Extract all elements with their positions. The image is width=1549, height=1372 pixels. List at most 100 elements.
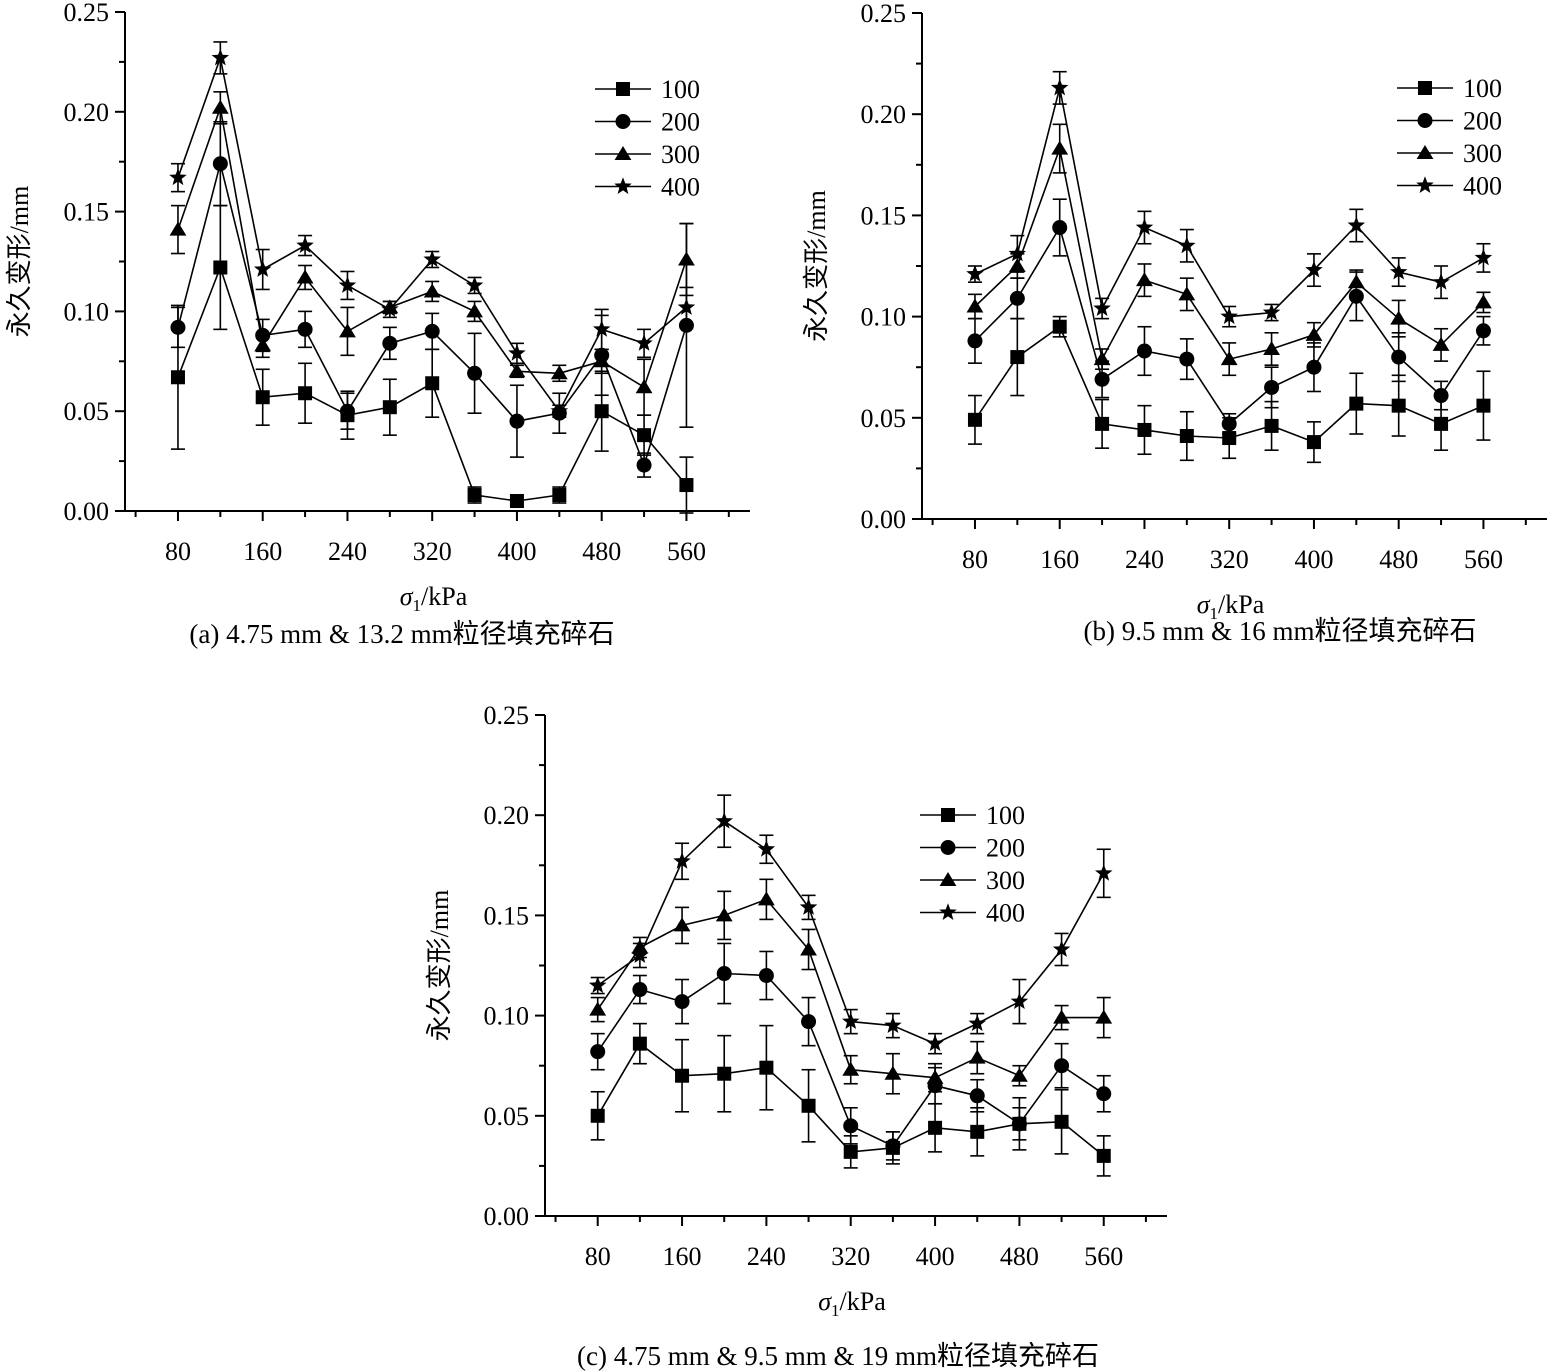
data-point-300 bbox=[678, 251, 695, 266]
data-point-200 bbox=[339, 403, 355, 419]
x-tick-label: 400 bbox=[916, 1242, 955, 1271]
data-point-400 bbox=[1432, 272, 1450, 290]
data-point-400 bbox=[1052, 940, 1071, 957]
data-point-400 bbox=[631, 946, 649, 963]
data-point-300 bbox=[169, 221, 187, 236]
legend-label-200: 200 bbox=[1463, 107, 1502, 136]
data-point-100 bbox=[1391, 398, 1406, 413]
data-point-200 bbox=[885, 1138, 901, 1154]
data-point-100 bbox=[928, 1120, 943, 1135]
data-point-400 bbox=[253, 260, 272, 277]
data-point-400 bbox=[588, 976, 607, 993]
legend-label-300: 300 bbox=[986, 866, 1025, 895]
data-point-300 bbox=[211, 99, 229, 114]
data-point-400 bbox=[592, 320, 611, 337]
data-point-300 bbox=[715, 907, 733, 922]
data-point-100 bbox=[637, 428, 652, 443]
x-tick-label: 320 bbox=[1210, 545, 1249, 574]
x-axis-title: σ1/kPa bbox=[818, 1287, 886, 1320]
data-point-300 bbox=[1093, 351, 1111, 366]
data-point-200 bbox=[632, 982, 648, 998]
legend-marker-300 bbox=[1416, 145, 1434, 159]
data-point-400 bbox=[635, 334, 653, 351]
series-line-300 bbox=[597, 898, 1104, 1079]
y-tick-label: 0.05 bbox=[861, 404, 907, 433]
data-point-100 bbox=[213, 260, 228, 275]
data-point-300 bbox=[968, 1049, 986, 1064]
data-point-100 bbox=[1010, 350, 1025, 365]
data-point-200 bbox=[1009, 290, 1025, 306]
data-point-100 bbox=[675, 1068, 690, 1083]
data-point-200 bbox=[212, 156, 228, 172]
legend-marker-100 bbox=[1418, 81, 1432, 95]
data-point-300 bbox=[550, 365, 568, 380]
data-point-400 bbox=[1050, 78, 1069, 96]
legend-label-200: 200 bbox=[986, 834, 1025, 863]
data-point-100 bbox=[970, 1124, 985, 1139]
data-point-200 bbox=[467, 365, 483, 381]
data-point-400 bbox=[1220, 307, 1238, 325]
legend-marker-200 bbox=[940, 840, 956, 855]
x-axis-title: σ1/kPa bbox=[1197, 590, 1265, 623]
x-tick-label: 320 bbox=[831, 1242, 870, 1271]
data-point-200 bbox=[674, 994, 690, 1010]
data-point-300 bbox=[800, 941, 817, 956]
data-point-200 bbox=[1348, 288, 1364, 304]
x-tick-label: 560 bbox=[1084, 1242, 1123, 1271]
data-point-400 bbox=[423, 250, 441, 267]
x-tick-label: 560 bbox=[1464, 545, 1503, 574]
data-point-300 bbox=[966, 298, 984, 313]
data-point-100 bbox=[255, 390, 270, 405]
data-point-300 bbox=[757, 891, 775, 906]
y-tick-label: 0.25 bbox=[64, 0, 110, 27]
data-point-100 bbox=[632, 1036, 647, 1051]
data-point-200 bbox=[170, 319, 186, 335]
data-point-300 bbox=[1053, 1009, 1070, 1024]
data-point-100 bbox=[552, 488, 567, 503]
data-point-200 bbox=[967, 333, 983, 349]
data-point-100 bbox=[1306, 435, 1321, 450]
legend-marker-400 bbox=[614, 177, 632, 194]
data-point-200 bbox=[297, 321, 313, 337]
data-point-200 bbox=[382, 335, 398, 351]
data-point-300 bbox=[1136, 272, 1153, 287]
data-point-100 bbox=[170, 370, 185, 385]
data-point-200 bbox=[509, 413, 525, 429]
data-point-100 bbox=[509, 494, 524, 509]
data-point-300 bbox=[926, 1069, 944, 1084]
y-tick-label: 0.20 bbox=[484, 801, 530, 830]
data-point-100 bbox=[717, 1066, 732, 1081]
x-tick-label: 560 bbox=[667, 537, 706, 566]
x-tick-label: 80 bbox=[962, 545, 988, 574]
legend-marker-200 bbox=[1417, 113, 1433, 128]
data-point-100 bbox=[298, 386, 313, 401]
y-tick-label: 0.05 bbox=[484, 1102, 530, 1131]
x-tick-label: 240 bbox=[1125, 545, 1164, 574]
data-point-200 bbox=[969, 1088, 985, 1104]
x-tick-label: 80 bbox=[585, 1242, 611, 1271]
legend-marker-400 bbox=[1416, 176, 1434, 193]
data-point-400 bbox=[1010, 992, 1029, 1010]
data-point-100 bbox=[1054, 1114, 1069, 1129]
data-point-300 bbox=[1432, 336, 1450, 351]
data-point-200 bbox=[843, 1118, 859, 1134]
data-point-200 bbox=[590, 1044, 606, 1060]
data-point-300 bbox=[635, 379, 653, 394]
chart-panel-b: 0.00 0.05 0.10 0.15 0.20 0.25 80 160 240 320 400 48… bbox=[802, 0, 1547, 646]
data-point-300 bbox=[593, 353, 611, 368]
data-point-100 bbox=[1476, 398, 1491, 413]
data-point-200 bbox=[1052, 220, 1068, 236]
data-point-100 bbox=[801, 1098, 816, 1113]
data-point-100 bbox=[1052, 319, 1067, 334]
y-tick-label: 0.00 bbox=[861, 505, 907, 534]
y-tick-label: 0.00 bbox=[64, 497, 110, 526]
data-point-100 bbox=[1137, 422, 1152, 437]
y-tick-label: 0.05 bbox=[64, 397, 110, 426]
legend-label-100: 100 bbox=[986, 801, 1025, 830]
data-point-200 bbox=[424, 323, 440, 339]
legend-label-200: 200 bbox=[661, 108, 700, 137]
data-point-400 bbox=[465, 276, 484, 293]
y-tick-label: 0.10 bbox=[484, 1002, 530, 1031]
data-point-200 bbox=[716, 966, 732, 982]
data-point-400 bbox=[1389, 262, 1408, 280]
